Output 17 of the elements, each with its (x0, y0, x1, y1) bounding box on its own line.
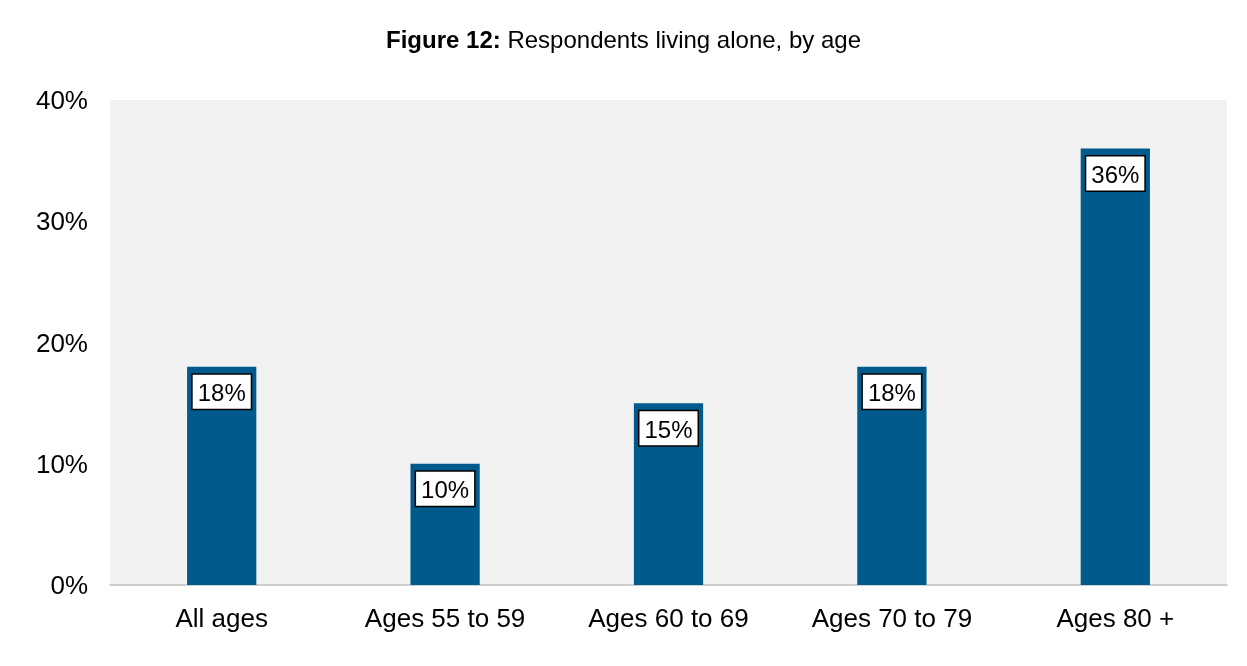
data-label: 18% (867, 379, 916, 407)
y-tick-label: 0% (50, 570, 88, 600)
data-label: 18% (197, 379, 246, 407)
x-tick-label: Ages 70 to 79 (811, 603, 973, 633)
bar (1080, 148, 1150, 585)
x-tick-label: Ages 60 to 69 (588, 603, 749, 633)
data-label: 10% (421, 476, 470, 504)
y-tick-label: 20% (35, 327, 88, 358)
y-tick-label: 10% (35, 448, 88, 479)
chart-title: Figure 12: Respondents living alone, by age (386, 25, 861, 53)
data-label: 15% (644, 415, 693, 443)
x-tick-label: Ages 55 to 59 (364, 603, 526, 633)
y-tick-label: 30% (35, 206, 88, 237)
y-tick-label: 40% (35, 85, 88, 115)
x-tick-label: Ages 80 + (1056, 603, 1175, 633)
data-label: 36% (1091, 161, 1140, 188)
x-tick-label: All ages (175, 603, 268, 633)
